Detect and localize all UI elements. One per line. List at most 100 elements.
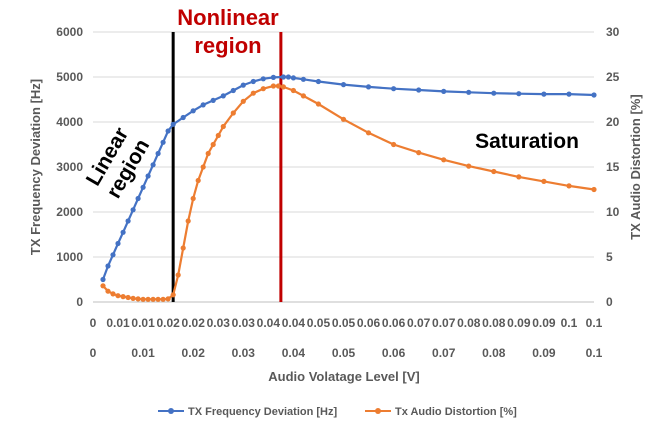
series-lines (100, 74, 597, 302)
x-tick-label-secondary: 0.03 (232, 346, 256, 360)
y-left-axis-title: TX Frequency Deviation [Hz] (28, 79, 43, 255)
data-point-0 (240, 82, 246, 88)
data-point-1 (110, 291, 116, 297)
x-axis-title: Audio Volatage Level [V] (268, 369, 419, 384)
data-point-1 (260, 86, 266, 92)
data-point-1 (250, 90, 256, 96)
data-point-1 (145, 296, 151, 302)
data-point-0 (190, 108, 196, 114)
data-point-0 (300, 76, 306, 82)
x-tick-label: 0.08 (457, 316, 481, 330)
data-point-0 (110, 252, 116, 258)
x-tick-label-secondary: 0.09 (532, 346, 556, 360)
data-point-1 (300, 93, 306, 99)
data-point-0 (115, 240, 121, 247)
data-point-1 (215, 132, 221, 139)
data-point-1 (140, 296, 146, 302)
data-point-1 (155, 296, 161, 302)
x-tick-label: 0.01 (131, 316, 155, 330)
x-tick-label: 0.1 (561, 316, 578, 330)
data-point-0 (100, 276, 106, 283)
data-point-0 (315, 78, 321, 85)
data-point-1 (160, 296, 166, 302)
saturation-label: Saturation (475, 130, 579, 153)
x-tick-label: 0.02 (156, 316, 180, 330)
data-point-0 (165, 128, 171, 134)
data-point-0 (155, 150, 161, 157)
x-tick-label: 0.08 (482, 316, 506, 330)
x-tick-label: 0.09 (507, 316, 531, 330)
legend-label-distortion: Tx Audio Distortion [%] (395, 406, 517, 418)
data-point-0 (250, 78, 256, 85)
x-tick-label: 0.07 (432, 316, 456, 330)
x-tick-label: 0.06 (357, 316, 381, 330)
data-point-1 (270, 83, 276, 89)
x-tick-label-secondary: 0 (90, 346, 97, 360)
data-point-0 (210, 97, 216, 103)
data-point-0 (220, 93, 226, 99)
y-right-axis-title: TX Audio Distortion [%] (628, 94, 643, 239)
data-point-0 (130, 207, 136, 213)
x-tick-label-secondary: 0.04 (282, 346, 306, 360)
data-point-0 (125, 218, 131, 224)
data-point-0 (441, 88, 447, 94)
legend-marker-deviation (168, 408, 174, 414)
data-point-1 (541, 178, 547, 184)
data-point-0 (340, 82, 347, 88)
data-point-1 (230, 110, 236, 116)
data-point-1 (280, 84, 286, 90)
gridlines (93, 31, 594, 303)
y-right-tick-label: 15 (606, 160, 620, 174)
data-point-1 (566, 183, 572, 189)
y-left-tick-labels: 0 1000 2000 3000 4000 5000 6000 (56, 25, 83, 309)
x-tick-label: 0.07 (407, 316, 431, 330)
data-point-1 (315, 101, 321, 107)
x-tick-label: 0.05 (307, 316, 331, 330)
x-tick-label-secondary: 0.06 (382, 346, 406, 360)
y-right-tick-label: 20 (606, 115, 620, 129)
linear-label-group: Linear region (82, 124, 155, 203)
x-tick-label: 0.02 (182, 316, 206, 330)
data-point-0 (260, 76, 266, 82)
data-point-1 (135, 296, 141, 302)
data-point-1 (591, 186, 597, 193)
x-tick-label-secondary: 0.08 (482, 346, 506, 360)
nonlinear-label-line2: region (194, 33, 261, 58)
x-tick-label: 0 (90, 316, 97, 330)
y-right-tick-label: 30 (606, 25, 620, 39)
data-point-0 (150, 162, 156, 168)
x-tick-label-secondary: 0.07 (432, 346, 456, 360)
y-right-tick-labels: 0 5 10 15 20 25 30 (606, 25, 620, 309)
data-point-1 (185, 218, 191, 224)
x-tick-label-secondary: 0.1 (586, 346, 603, 360)
y-left-tick-label: 4000 (56, 115, 83, 129)
data-point-1 (275, 83, 281, 89)
data-point-1 (391, 141, 397, 148)
y-right-tick-label: 10 (606, 205, 620, 219)
y-right-tick-label: 5 (606, 250, 613, 264)
legend-marker-distortion (375, 408, 381, 414)
x-tick-labels: 0 0.01 0.01 0.02 0.02 0.03 0.03 0.04 0.04 0.05 0.0… (90, 316, 603, 360)
x-tick-label: 0.01 (106, 316, 130, 330)
data-point-1 (365, 130, 372, 136)
x-tick-label: 0.04 (257, 316, 281, 330)
data-point-0 (290, 75, 296, 81)
x-tick-label: 0.04 (282, 316, 306, 330)
data-point-0 (120, 229, 126, 235)
data-point-0 (591, 92, 597, 98)
data-point-0 (491, 90, 497, 96)
data-point-1 (200, 164, 206, 170)
data-point-0 (566, 91, 572, 97)
x-tick-label: 0.03 (232, 316, 256, 330)
y-left-tick-label: 3000 (56, 160, 83, 174)
data-point-0 (285, 74, 291, 80)
data-point-0 (270, 74, 276, 80)
data-point-1 (340, 116, 347, 122)
data-point-1 (205, 150, 211, 157)
data-point-1 (290, 87, 296, 94)
data-point-1 (416, 150, 422, 156)
y-left-tick-label: 0 (76, 295, 83, 309)
data-point-1 (125, 294, 131, 301)
data-point-0 (541, 91, 547, 97)
